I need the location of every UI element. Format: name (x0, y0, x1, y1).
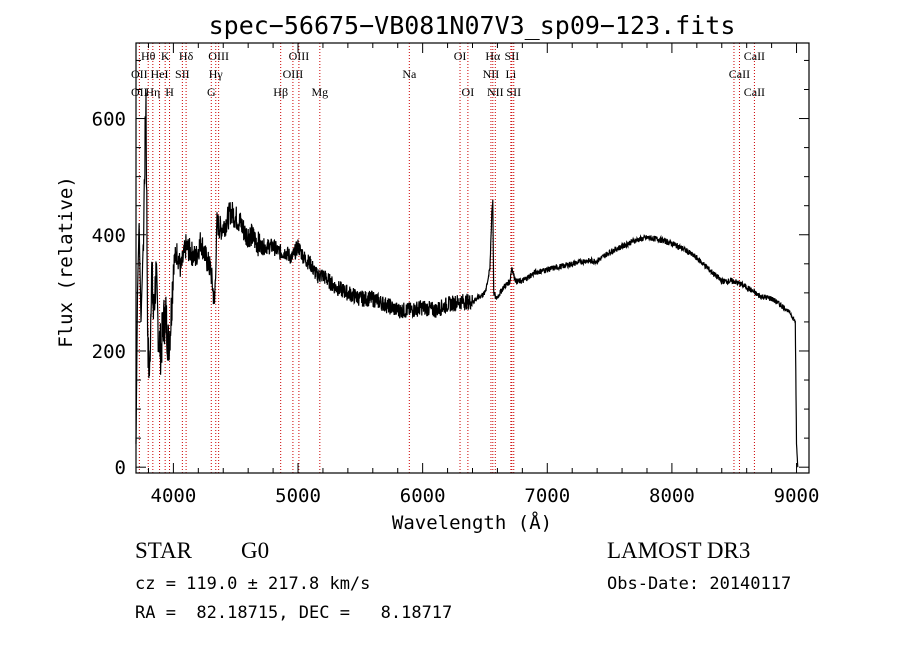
spectral-line-labels: Hθ K Hδ OIII OIII OI Hα SII CaII OII HeI SII Hγ OIII N… (131, 49, 765, 99)
spectral-line-label: G (207, 85, 216, 99)
spectral-line-label: CaII (744, 85, 765, 99)
spectral-line-label: Hδ (179, 49, 194, 63)
object-subclass: G0 (241, 538, 270, 563)
spectral-line-label: Na (402, 67, 417, 81)
spectrum-series-line (135, 92, 799, 468)
x-tick-label: 8000 (649, 485, 695, 507)
x-tick-label: 4000 (151, 485, 197, 507)
x-tick-label: 9000 (774, 485, 820, 507)
spectral-line-label: CaII (729, 67, 750, 81)
spectral-line-label: SII (505, 49, 520, 63)
spectral-line-label: Li (506, 67, 517, 81)
spectral-line-label: CaII (744, 49, 765, 63)
spectral-line-label: H (165, 85, 174, 99)
spectral-line-label: K (161, 49, 170, 63)
survey-name: LAMOST DR3 (607, 538, 751, 563)
spectral-line-label: SII (506, 85, 521, 99)
spectral-line-label: HeI (151, 67, 169, 81)
x-axis-ticks: 4000 5000 6000 7000 8000 9000 (147, 43, 820, 507)
spectral-line-label: OIII (208, 49, 229, 63)
object-class: STAR (135, 538, 192, 563)
observation-date: Obs-Date: 20140117 (607, 574, 792, 594)
redshift-info: cz = 119.0 ± 217.8 km/s (135, 574, 371, 594)
spectral-line-label: OII (131, 85, 148, 99)
spectral-line-label: OII (131, 67, 148, 81)
y-tick-label: 600 (92, 109, 126, 131)
spectral-line-label: Hγ (209, 67, 224, 81)
coordinates: RA = 82.18715, DEC = 8.18717 (135, 603, 453, 623)
y-tick-label: 400 (92, 225, 126, 247)
spectral-line-label: Hη (145, 85, 160, 99)
spectral-line-label: OI (454, 49, 467, 63)
plot-frame (135, 42, 810, 474)
spectral-line-label: Hβ (273, 85, 288, 99)
x-tick-label: 7000 (524, 485, 570, 507)
x-tick-label: 6000 (400, 485, 446, 507)
chart-title: spec−56675−VB081N07V3_sp09−123.fits (209, 11, 736, 40)
spectral-line-label: OIII (283, 67, 304, 81)
spectral-line-label: SII (175, 67, 190, 81)
spectral-line-label: Hθ (141, 49, 156, 63)
y-axis-ticks: 0 200 400 600 (92, 59, 809, 479)
spectral-line-label: Hα (485, 49, 501, 63)
y-tick-label: 0 (115, 457, 126, 479)
spectral-line-label: NII (483, 67, 500, 81)
x-axis-label: Wavelength (Å) (392, 511, 552, 534)
y-tick-label: 200 (92, 341, 126, 363)
spectral-line-markers (138, 43, 755, 473)
x-tick-label: 5000 (275, 485, 321, 507)
y-axis-label: Flux (relative) (55, 176, 77, 348)
spectral-line-label: NII (487, 85, 504, 99)
spectral-line-label: OIII (289, 49, 310, 63)
spectral-line-label: Mg (311, 85, 328, 99)
spectral-line-label: OI (462, 85, 475, 99)
